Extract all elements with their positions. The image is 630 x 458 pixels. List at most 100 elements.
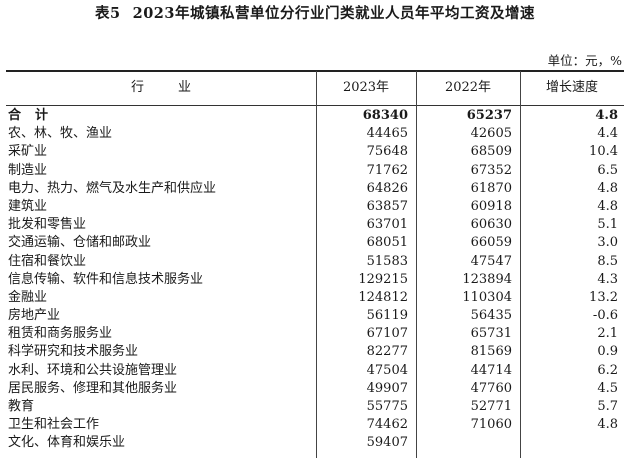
table-row: 科学研究和技术服务业 82277 81569 0.9: [6, 343, 624, 361]
wage-2022-cell: 81569: [470, 344, 512, 360]
wage-2023-cell: 68340: [362, 108, 408, 123]
table-row: 卫生和社会工作 74462 71060 4.8: [6, 416, 624, 434]
table-row: 农、林、牧、渔业 44465 42605 4.4: [6, 125, 624, 143]
wage-2022-cell: 123894: [462, 271, 512, 287]
industry-cell: 合计: [8, 108, 63, 123]
table-row: 住宿和餐饮业 51583 47547 8.5: [6, 253, 624, 271]
wage-2023-cell: 74462: [366, 417, 408, 433]
table-row: 建筑业 63857 60918 4.8: [6, 198, 624, 216]
table-row: 批发和零售业 63701 60630 5.1: [6, 216, 624, 234]
table-top-rule: [6, 70, 624, 72]
wage-2022-cell: 71060: [470, 417, 512, 433]
table-body: 合计 68340 65237 4.8 农、林、牧、渔业 44465 42605 4.4 采矿业 7…: [6, 107, 624, 453]
wage-2022-cell: 52771: [470, 399, 512, 414]
growth-rate-cell: 8.5: [597, 253, 618, 269]
wage-2022-cell: 68509: [470, 144, 512, 160]
column-divider: [316, 71, 317, 458]
industry-cell: 科学研究和技术服务业: [8, 344, 139, 360]
wage-2023-cell: 63857: [366, 198, 408, 214]
wage-2022-cell: 47760: [470, 380, 512, 396]
industry-cell: 卫生和社会工作: [8, 417, 100, 433]
wage-2023-cell: 64826: [366, 180, 408, 196]
table-row: 房地产业 56119 56435 -0.6: [6, 307, 624, 325]
wage-2022-cell: 110304: [462, 289, 512, 305]
table-row: 采矿业 75648 68509 10.4: [6, 143, 624, 161]
wage-2022-cell: 67352: [470, 162, 512, 178]
header-growth-rate: 增长速度: [545, 80, 598, 95]
wage-2022-cell: 60918: [470, 198, 512, 214]
wage-2022-cell: 65731: [470, 326, 512, 342]
unit-label: 单位：元，%: [547, 53, 622, 68]
growth-rate-cell: 6.5: [597, 162, 618, 178]
table-row: 文化、体育和娱乐业 59407: [6, 434, 624, 452]
wage-2023-cell: 82277: [366, 344, 408, 360]
growth-rate-cell: 0.9: [597, 344, 618, 360]
growth-rate-cell: 4.5: [597, 380, 618, 396]
wage-2023-cell: 68051: [366, 235, 408, 251]
industry-cell: 文化、体育和娱乐业: [8, 435, 126, 451]
industry-cell: 租赁和商务服务业: [8, 326, 113, 342]
table-header: 行业 2023年 2022年 增长速度: [6, 71, 624, 105]
industry-cell: 制造业: [8, 162, 48, 178]
growth-rate-cell: 4.3: [597, 271, 618, 287]
wage-2022-cell: 66059: [470, 235, 512, 251]
wage-2023-cell: 63701: [366, 217, 408, 233]
wage-2023-cell: 49907: [366, 380, 408, 396]
industry-cell: 采矿业: [8, 144, 48, 160]
table-row: 电力、热力、燃气及水生产和供应业 64826 61870 4.8: [6, 180, 624, 198]
column-divider: [416, 71, 417, 458]
growth-rate-cell: 4.8: [597, 198, 618, 214]
wage-2023-cell: 129215: [358, 271, 408, 287]
growth-rate-cell: -0.6: [592, 308, 618, 324]
table-number: 表5: [95, 5, 121, 22]
industry-cell: 住宿和餐饮业: [8, 253, 87, 269]
growth-rate-cell: 2.1: [597, 326, 618, 342]
wage-2022-cell: 60630: [470, 217, 512, 233]
wage-2022-cell: 47547: [470, 253, 512, 269]
growth-rate-cell: 13.2: [589, 289, 618, 305]
total-row: 合计 68340 65237 4.8: [6, 107, 624, 125]
table-row: 制造业 71762 67352 6.5: [6, 162, 624, 180]
growth-rate-cell: 4.4: [597, 126, 618, 142]
industry-cell: 农、林、牧、渔业: [8, 126, 113, 142]
growth-rate-cell: 5.1: [597, 217, 618, 233]
table-row: 交通运输、仓储和邮政业 68051 66059 3.0: [6, 234, 624, 252]
header-year-2022: 2022年: [444, 80, 492, 95]
table-row: 信息传输、软件和信息技术服务业 129215 123894 4.3: [6, 271, 624, 289]
industry-cell: 金融业: [8, 289, 48, 305]
wage-2023-cell: 124812: [358, 289, 408, 305]
wage-2022-cell: 44714: [470, 362, 512, 378]
growth-rate-cell: 6.2: [597, 362, 618, 378]
wage-2023-cell: 59407: [366, 435, 408, 451]
wage-2022-cell: 42605: [470, 126, 512, 142]
industry-cell: 建筑业: [8, 198, 48, 214]
wage-2023-cell: 71762: [366, 162, 408, 178]
table-title-bar: 表5 2023年城镇私营单位分行业门类就业人员年平均工资及增速: [0, 2, 630, 23]
wage-2022-cell: 65237: [466, 108, 512, 123]
growth-rate-cell: 10.4: [589, 144, 618, 160]
industry-cell: 房地产业: [8, 308, 61, 324]
industry-cell: 信息传输、软件和信息技术服务业: [8, 271, 204, 287]
industry-cell: 水利、环境和公共设施管理业: [8, 362, 178, 378]
growth-rate-cell: 3.0: [597, 235, 618, 251]
industry-cell: 批发和零售业: [8, 217, 87, 233]
wage-2023-cell: 44465: [366, 126, 408, 142]
table-row: 金融业 124812 110304 13.2: [6, 289, 624, 307]
header-industry: 行业: [130, 80, 225, 95]
table-title: 2023年城镇私营单位分行业门类就业人员年平均工资及增速: [132, 5, 535, 22]
industry-cell: 交通运输、仓储和邮政业: [8, 235, 152, 251]
growth-rate-cell: 4.8: [597, 417, 618, 433]
header-bottom-rule: [6, 105, 624, 106]
table-row: 租赁和商务服务业 67107 65731 2.1: [6, 325, 624, 343]
industry-cell: 电力、热力、燃气及水生产和供应业: [8, 180, 217, 196]
column-divider: [520, 71, 521, 458]
growth-rate-cell: 5.7: [597, 399, 618, 414]
wage-2023-cell: 67107: [366, 326, 408, 342]
wage-2023-cell: 51583: [366, 253, 408, 269]
wage-2023-cell: 75648: [366, 144, 408, 160]
wage-2023-cell: 55775: [366, 399, 408, 414]
wage-2023-cell: 47504: [366, 362, 408, 378]
industry-cell: 居民服务、修理和其他服务业: [8, 380, 178, 396]
table-row: 教育 55775 52771 5.7: [6, 398, 624, 416]
wage-2022-cell: 56435: [470, 308, 512, 324]
